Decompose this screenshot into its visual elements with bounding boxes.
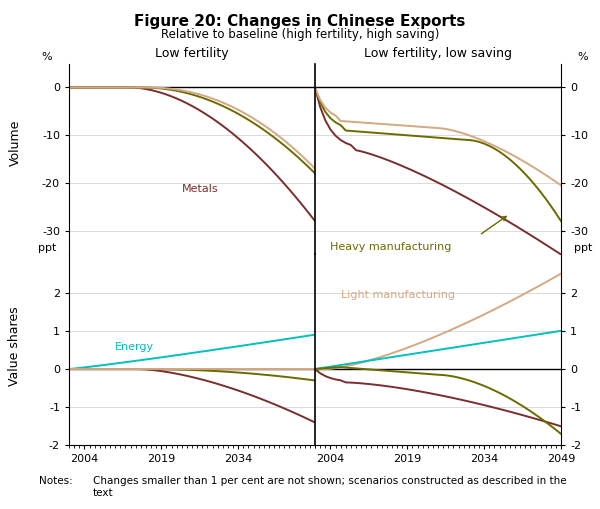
Text: %: % (578, 52, 589, 62)
Text: ppt: ppt (574, 243, 592, 252)
Text: ppt: ppt (38, 243, 56, 252)
Title: Low fertility: Low fertility (155, 47, 229, 60)
Text: Heavy manufacturing: Heavy manufacturing (331, 242, 452, 252)
Text: Metals: Metals (182, 184, 218, 194)
Text: %: % (41, 52, 52, 62)
Text: Notes:: Notes: (39, 476, 73, 486)
Text: Relative to baseline (high fertility, high saving): Relative to baseline (high fertility, hi… (161, 28, 439, 41)
Title: Low fertility, low saving: Low fertility, low saving (364, 47, 512, 60)
Text: Light manufacturing: Light manufacturing (341, 291, 455, 300)
Text: Volume: Volume (8, 119, 22, 166)
Text: Changes smaller than 1 per cent are not shown; scenarios constructed as describe: Changes smaller than 1 per cent are not … (93, 476, 566, 497)
Text: Value shares: Value shares (8, 306, 22, 386)
Text: Energy: Energy (115, 342, 154, 352)
Text: Figure 20: Changes in Chinese Exports: Figure 20: Changes in Chinese Exports (134, 14, 466, 29)
